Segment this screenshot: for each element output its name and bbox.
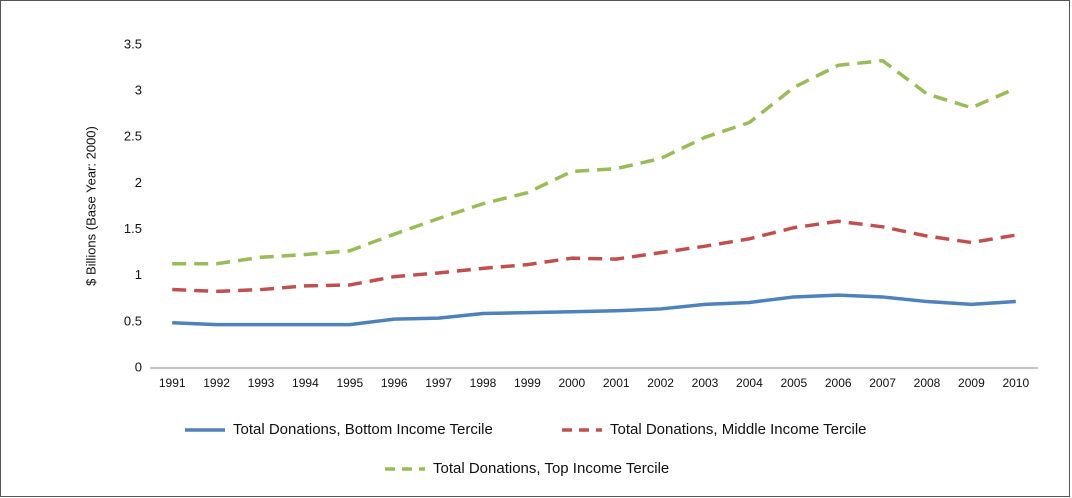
legend-label: Total Donations, Bottom Income Tercile: [233, 421, 493, 438]
x-tick-label: 1993: [248, 376, 275, 390]
x-tick-label: 2002: [647, 376, 674, 390]
x-tick-label: 1997: [425, 376, 452, 390]
y-tick-label: 3: [135, 83, 142, 98]
series-line: [172, 219, 1017, 294]
x-tick-label: 2005: [780, 376, 807, 390]
series-line: [172, 293, 1016, 327]
x-tick-label: 1994: [292, 376, 319, 390]
x-tick-label: 2006: [825, 376, 852, 390]
legend-label: Total Donations, Middle Income Tercile: [610, 421, 867, 438]
x-tick-label: 2001: [603, 376, 630, 390]
y-axis-label: $ Billions (Base Year: 2000): [83, 126, 98, 286]
y-tick-label: 1: [135, 267, 142, 282]
x-tick-label: 2009: [958, 376, 985, 390]
x-tick-label: 1999: [514, 376, 541, 390]
x-tick-label: 1996: [381, 376, 408, 390]
y-tick-label: 2.5: [124, 129, 142, 144]
x-tick-label: 1992: [203, 376, 230, 390]
y-tick-label: 1.5: [124, 221, 142, 236]
x-tick-label: 1995: [336, 376, 363, 390]
x-tick-label: 2004: [736, 376, 763, 390]
legend-label: Total Donations, Top Income Tercile: [433, 460, 669, 477]
y-tick-label: 2: [135, 175, 142, 190]
x-tick-label: 2007: [869, 376, 896, 390]
x-tick-label: 2000: [558, 376, 585, 390]
x-tick-label: 1998: [470, 376, 497, 390]
y-tick-label: 0: [135, 359, 142, 374]
y-tick-label: 0.5: [124, 313, 142, 328]
y-tick-label: 3.5: [124, 36, 142, 51]
x-tick-label: 2008: [914, 376, 941, 390]
series-line: [172, 58, 1017, 266]
x-tick-label: 2010: [1002, 376, 1029, 390]
x-tick-label: 1991: [159, 376, 186, 390]
x-tick-label: 2003: [692, 376, 719, 390]
